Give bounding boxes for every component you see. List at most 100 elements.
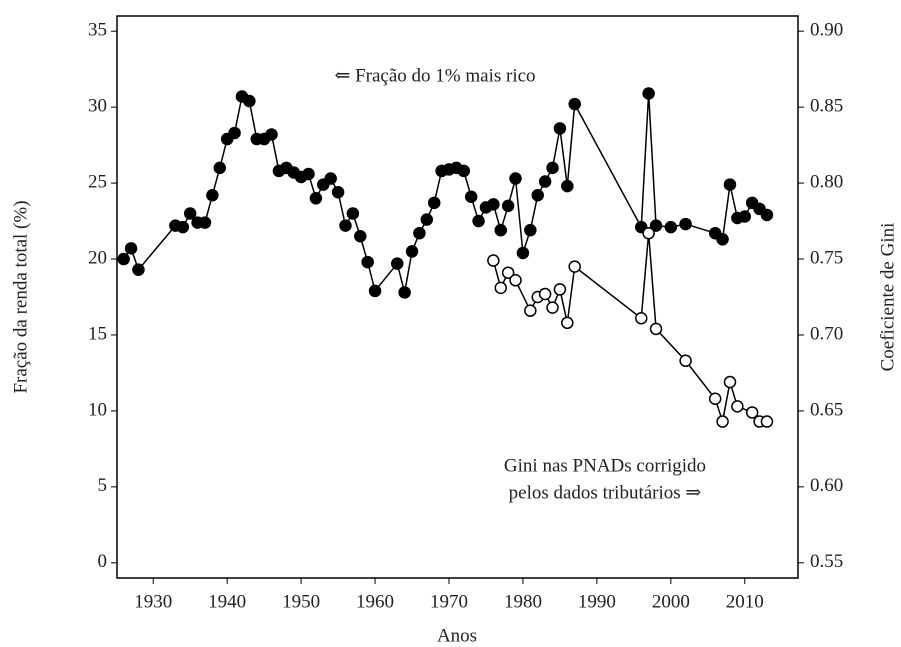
data-point	[198, 216, 212, 229]
annotation: pelos dados tributários ⇒	[509, 482, 702, 503]
data-point	[213, 161, 227, 175]
data-point	[723, 375, 737, 389]
data-point	[538, 287, 552, 301]
data-point	[561, 179, 574, 193]
series-line	[492, 233, 767, 423]
y2-tick-label: 0.90	[810, 20, 843, 41]
data-point	[427, 196, 441, 210]
data-point	[716, 415, 729, 428]
y-tick-label: 25	[88, 171, 107, 192]
data-point	[501, 199, 515, 213]
y-tick-label: 20	[88, 247, 107, 268]
y-tick-label: 0	[98, 551, 108, 572]
y-tick-label: 30	[88, 95, 107, 116]
data-point	[538, 175, 552, 188]
data-point	[553, 122, 567, 135]
data-point	[457, 164, 471, 178]
data-point	[339, 219, 352, 232]
data-point	[723, 178, 737, 191]
y2-tick-label: 0.60	[810, 475, 843, 496]
data-point	[649, 219, 663, 232]
y2-tick-label: 0.55	[810, 551, 843, 572]
data-point	[472, 214, 485, 228]
x-tick-label: 1970	[430, 591, 468, 612]
x-tick-label: 1930	[134, 591, 172, 612]
data-point	[228, 126, 241, 140]
data-point	[760, 208, 774, 222]
y2-axis-label: Coeficiente de Gini	[877, 223, 898, 372]
data-point	[302, 167, 315, 181]
data-point	[531, 188, 544, 202]
data-point	[664, 220, 678, 234]
data-point	[509, 172, 522, 185]
y2-tick-label: 0.85	[810, 95, 843, 116]
data-point	[243, 94, 256, 108]
data-point	[331, 185, 345, 199]
data-point	[265, 128, 278, 141]
data-point	[546, 301, 559, 314]
data-point	[649, 322, 663, 336]
annotation: Gini nas PNADs corrigido	[504, 455, 706, 476]
y-tick-label: 10	[88, 399, 107, 420]
x-tick-label: 1940	[208, 591, 246, 612]
data-point	[679, 217, 692, 231]
data-point	[731, 400, 744, 413]
data-point	[679, 354, 692, 368]
data-point	[124, 242, 138, 255]
data-point	[568, 260, 581, 273]
data-point	[346, 207, 360, 220]
data-point	[487, 198, 500, 211]
annotation: ⇐ Fração do 1% mais rico	[334, 65, 535, 86]
data-point	[494, 281, 508, 295]
x-tick-label: 2010	[726, 591, 764, 612]
y2-tick-label: 0.80	[810, 171, 843, 192]
data-point	[524, 223, 537, 237]
data-point	[516, 246, 530, 260]
y-tick-label: 15	[88, 323, 107, 344]
y-tick-label: 35	[88, 20, 107, 41]
data-point	[464, 190, 478, 204]
plot-frame	[116, 15, 799, 579]
y-axis-label: Fração da renda total (%)	[10, 200, 31, 393]
x-axis-label: Anos	[437, 625, 477, 646]
data-point	[309, 192, 323, 205]
data-point	[642, 226, 655, 240]
data-point	[546, 161, 559, 175]
data-point	[390, 257, 404, 270]
data-point	[361, 255, 374, 269]
data-point	[745, 406, 759, 419]
data-point	[634, 312, 648, 325]
data-point	[553, 283, 567, 296]
data-point	[420, 213, 434, 226]
data-point	[354, 229, 367, 243]
data-point	[760, 415, 774, 428]
y-tick-label: 5	[98, 475, 108, 496]
data-point	[132, 263, 145, 276]
data-point	[494, 223, 508, 237]
y2-tick-label: 0.70	[810, 323, 843, 344]
x-tick-label: 2000	[652, 591, 690, 612]
data-point	[183, 207, 197, 220]
data-point	[738, 210, 752, 223]
x-tick-label: 1950	[282, 591, 320, 612]
data-point	[708, 392, 722, 406]
x-tick-label: 1990	[578, 591, 616, 612]
data-point	[568, 97, 581, 111]
data-point	[524, 304, 537, 317]
data-point	[368, 284, 382, 298]
data-point	[501, 266, 515, 279]
data-point	[716, 233, 729, 246]
data-point	[413, 226, 426, 240]
data-point	[206, 188, 219, 202]
data-point	[509, 274, 522, 287]
data-point	[561, 316, 574, 330]
data-point	[398, 286, 411, 299]
y2-tick-label: 0.65	[810, 399, 843, 420]
data-point	[324, 172, 337, 185]
data-point	[487, 254, 500, 267]
data-point	[405, 245, 419, 258]
data-point	[117, 252, 130, 266]
y2-tick-label: 0.75	[810, 247, 843, 268]
x-tick-label: 1960	[356, 591, 394, 612]
